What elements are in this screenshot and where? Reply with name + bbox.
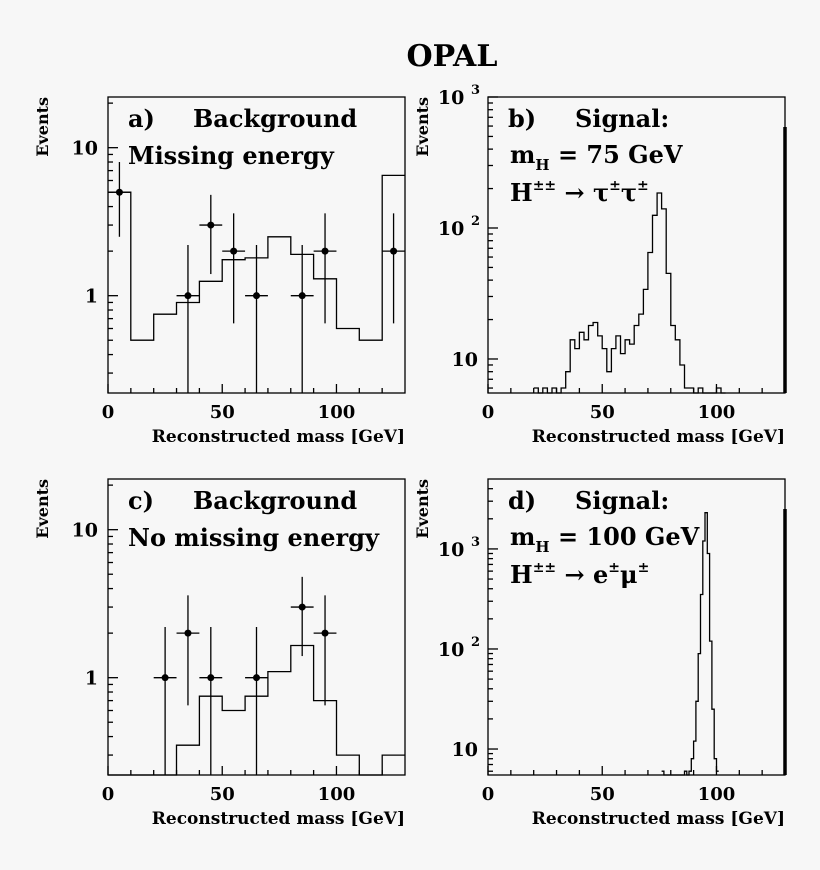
figure-title: OPAL — [407, 39, 498, 74]
data-point — [321, 629, 329, 637]
x-tick-label: 50 — [210, 402, 235, 423]
histogram-line — [108, 644, 405, 776]
y-tick-label: 10 3 — [438, 83, 480, 109]
data-point — [298, 292, 306, 300]
data-point — [230, 247, 238, 255]
y-axis-label: Events — [413, 97, 432, 157]
x-axis-label: Reconstructed mass [GeV] — [532, 809, 785, 829]
data-point — [161, 674, 169, 682]
y-tick-label: 10 3 — [438, 535, 480, 561]
y-tick-label: 10 — [72, 138, 98, 160]
x-tick-label: 100 — [698, 784, 736, 805]
y-tick-label: 10 — [452, 349, 478, 371]
data-point — [390, 247, 398, 255]
panel-c: 0 50 100 1 10 Reconstructed mass [GeV] Events c… — [33, 478, 406, 829]
panel-tag: b) — [508, 104, 536, 133]
x-axis-label: Reconstructed mass [GeV] — [152, 809, 405, 829]
x-tick-label: 100 — [318, 402, 356, 423]
panel-tag: d) — [508, 486, 536, 515]
data-point — [207, 221, 215, 229]
data-point — [321, 247, 329, 255]
data-point — [115, 188, 123, 196]
panel-subtitle: Missing energy — [128, 141, 335, 170]
x-axis-label: Reconstructed mass [GeV] — [152, 427, 405, 447]
x-axis-label: Reconstructed mass [GeV] — [532, 427, 785, 447]
mass-label: mH = 75 GeV — [510, 140, 683, 174]
decay-label: H±± → τ±τ± — [510, 178, 649, 207]
panel-title: Background — [193, 104, 357, 133]
x-tick-label: 0 — [102, 784, 115, 805]
panel-title: Background — [193, 486, 357, 515]
x-tick-label: 100 — [698, 402, 736, 423]
decay-label: H±± → e±μ± — [510, 560, 649, 589]
x-tick-label: 0 — [482, 784, 495, 805]
x-tick-label: 0 — [482, 402, 495, 423]
x-tick-label: 0 — [102, 402, 115, 423]
panel-a: 0 50 100 1 10 Reconstructed mass [GeV] Events a… — [33, 96, 406, 447]
y-axis-label: Events — [33, 479, 52, 539]
mass-label: mH = 100 GeV — [510, 522, 700, 556]
y-tick-label: 10 — [72, 520, 98, 542]
x-tick-label: 50 — [590, 784, 615, 805]
panel-d: 0 50 100 10 10 2 10 3 Reconstructed mass [GeV]… — [413, 478, 787, 829]
panel-tag: c) — [128, 486, 154, 515]
y-axis-label: Events — [33, 97, 52, 157]
data-point — [184, 292, 192, 300]
data-point — [207, 674, 215, 682]
y-tick-label: 1 — [85, 668, 98, 690]
y-tick-label: 10 2 — [438, 635, 480, 661]
y-tick-label: 10 2 — [438, 214, 480, 240]
x-tick-label: 50 — [590, 402, 615, 423]
x-tick-label: 100 — [318, 784, 356, 805]
histogram-line — [661, 512, 719, 776]
histogram-line — [533, 192, 726, 394]
data-point — [298, 603, 306, 611]
y-tick-label: 1 — [85, 286, 98, 308]
panel-subtitle: No missing energy — [128, 523, 380, 552]
panel-title: Signal: — [575, 104, 669, 133]
panel-tag: a) — [128, 104, 155, 133]
data-point — [253, 674, 260, 682]
data-point — [184, 629, 192, 637]
y-axis-label: Events — [413, 479, 432, 539]
x-tick-label: 50 — [210, 784, 235, 805]
panel-title: Signal: — [575, 486, 669, 515]
y-tick-label: 10 — [452, 739, 478, 761]
panel-b: 0 50 100 10 10 2 10 3 Reconstructed mass [GeV]… — [413, 83, 787, 447]
data-point — [253, 292, 260, 300]
